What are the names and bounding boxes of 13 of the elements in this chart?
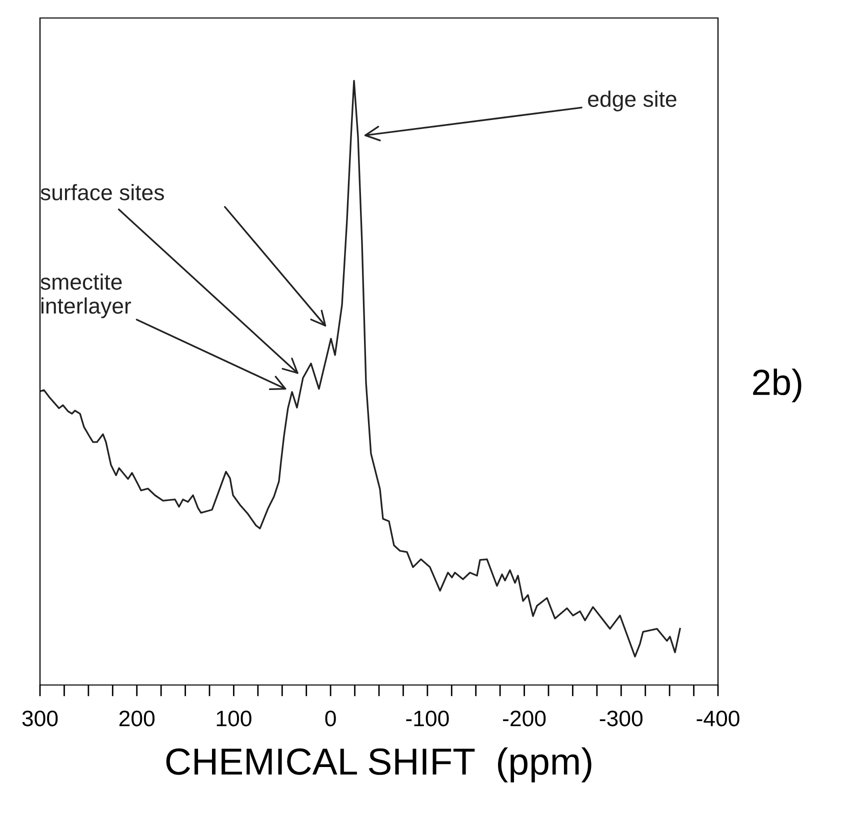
x-tick-label: -300 (600, 710, 643, 726)
x-axis-title: CHEMICAL SHIFT (ppm) (166, 747, 592, 782)
text: 2b) (753, 368, 802, 402)
x-tick-label: 200 (119, 710, 155, 726)
annotation: surface sites (40, 184, 164, 200)
annotation: smectite interlayer (40, 274, 132, 318)
x-tick-label: -100 (406, 710, 449, 726)
x-tick-label: 100 (216, 710, 252, 726)
annotation: edge site (588, 90, 676, 112)
x-tick-label: 0 (325, 710, 336, 726)
x-tick-label: -400 (696, 710, 740, 726)
x-tick-label: -200 (503, 710, 546, 726)
x-tick-label: 300 (22, 710, 58, 726)
